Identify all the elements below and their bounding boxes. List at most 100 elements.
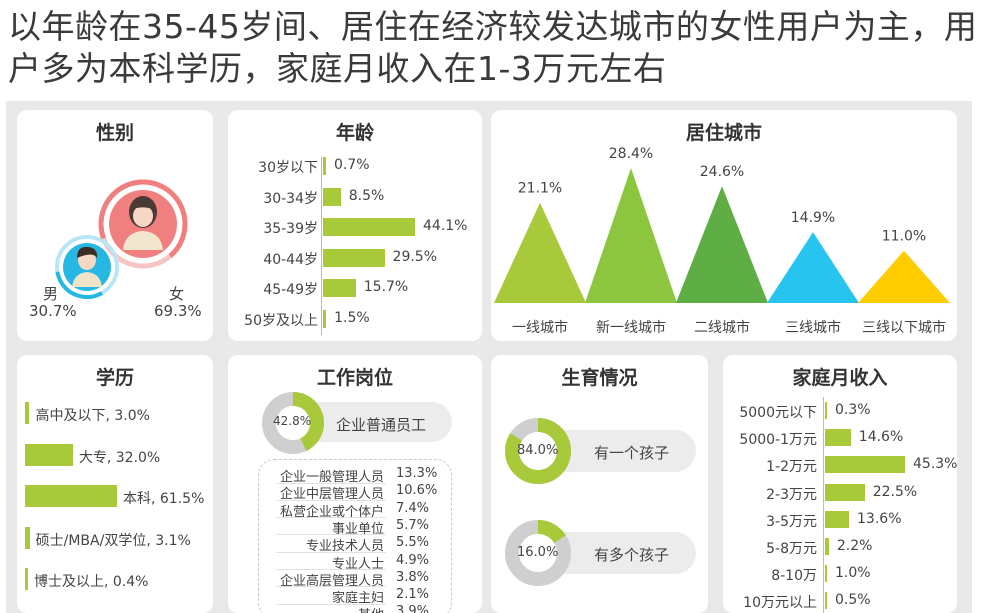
income-bar bbox=[825, 592, 827, 610]
children-label: 有一个孩子 bbox=[594, 444, 670, 462]
income-label: 5000-1万元 bbox=[739, 432, 817, 449]
education-label: 大专, 32.0% bbox=[78, 449, 161, 466]
children-title: 生育情况 bbox=[561, 367, 638, 389]
age-bar bbox=[323, 309, 327, 328]
income-bar bbox=[825, 538, 829, 555]
age-label: 35-39岁 bbox=[263, 221, 318, 237]
income-value: 45.3% bbox=[913, 456, 958, 473]
education-bar bbox=[25, 443, 73, 466]
income-value: 22.5% bbox=[872, 483, 918, 500]
age-bar bbox=[323, 279, 356, 297]
female-value: 69.3% bbox=[154, 302, 202, 320]
income-bar bbox=[825, 456, 905, 474]
city-label: 二线城市 bbox=[694, 319, 750, 336]
age-label: 40-44岁 bbox=[263, 251, 318, 268]
income-axis bbox=[823, 397, 824, 613]
income-label: 2-3万元 bbox=[766, 486, 817, 503]
age-value: 1.5% bbox=[334, 309, 370, 326]
income-bar bbox=[825, 402, 827, 419]
page-headline: 以年龄在35-45岁间、居住在经济较发达城市的女性用户为主，用户多为本科学历，家… bbox=[8, 7, 978, 88]
education-card: 学历 高中及以下, 3.0% 大专, 32.0% 本科, 61.5% 硕士/MBA/双… bbox=[17, 355, 213, 613]
city-triangle bbox=[494, 202, 586, 303]
job-row-divider bbox=[276, 603, 386, 605]
children-label: 有多个孩子 bbox=[594, 546, 670, 564]
city-title: 居住城市 bbox=[685, 122, 762, 144]
infographic-panel: 性别 男 30.7% 女 69.3% 年龄 bbox=[6, 101, 972, 613]
age-value: 44.1% bbox=[423, 218, 468, 234]
job-title: 工作岗位 bbox=[316, 367, 393, 389]
female-label: 女 bbox=[169, 285, 185, 303]
education-label: 硕士/MBA/双学位, 3.1% bbox=[35, 532, 191, 549]
income-value: 0.5% bbox=[835, 592, 871, 609]
income-bar bbox=[825, 565, 827, 583]
children-donut-hole bbox=[519, 534, 557, 572]
income-label: 5000元以下 bbox=[739, 405, 817, 421]
job-row-label: 私营企业或个体户 bbox=[279, 504, 384, 520]
education-label: 本科, 61.5% bbox=[123, 491, 205, 507]
job-main-value: 42.8% bbox=[273, 414, 312, 428]
job-row-divider bbox=[276, 499, 386, 501]
job-row-value: 5.7% bbox=[396, 517, 430, 533]
job-row-divider bbox=[276, 569, 386, 570]
job-row-value: 13.3% bbox=[396, 466, 438, 481]
age-bar bbox=[323, 218, 415, 236]
children-donut-arc bbox=[505, 520, 571, 586]
job-row-label: 企业一般管理人员 bbox=[279, 470, 384, 485]
city-label: 三线城市 bbox=[785, 319, 841, 336]
education-label: 博士及以上, 0.4% bbox=[34, 574, 149, 590]
city-value: 11.0% bbox=[882, 229, 926, 245]
city-triangle bbox=[585, 168, 677, 303]
age-label: 30-34岁 bbox=[263, 190, 318, 207]
income-label: 10万元以上 bbox=[743, 595, 817, 612]
income-bar bbox=[825, 510, 850, 528]
income-value: 0.3% bbox=[835, 402, 871, 418]
children-card: 生育情况 84.0% 有一个孩子 16.0% 有多个孩子 bbox=[491, 355, 708, 613]
city-value: 14.9% bbox=[791, 210, 835, 226]
children-value: 84.0% bbox=[517, 443, 559, 458]
job-row-label: 家庭主妇 bbox=[331, 591, 384, 607]
income-value: 14.6% bbox=[858, 429, 904, 446]
city-value: 28.4% bbox=[609, 146, 653, 162]
education-title: 学历 bbox=[95, 367, 134, 389]
job-row-value: 3.8% bbox=[396, 569, 430, 585]
children-value: 16.0% bbox=[517, 545, 559, 560]
job-row-value: 10.6% bbox=[396, 483, 438, 499]
job-main-donut bbox=[262, 392, 324, 454]
female-icon bbox=[123, 196, 163, 250]
job-row-divider bbox=[276, 534, 386, 536]
income-title: 家庭月收入 bbox=[792, 367, 888, 389]
gender-card: 性别 男 30.7% 女 69.3% bbox=[17, 110, 213, 341]
education-bar bbox=[25, 485, 117, 507]
job-row-label: 其他 bbox=[358, 604, 384, 613]
age-value: 0.7% bbox=[334, 157, 370, 173]
income-bar bbox=[825, 483, 865, 501]
age-bar bbox=[323, 248, 385, 267]
education-bar bbox=[25, 526, 30, 549]
income-bar bbox=[825, 429, 851, 447]
age-title: 年龄 bbox=[335, 122, 374, 144]
city-triangle bbox=[858, 250, 950, 303]
job-list-frame bbox=[258, 459, 452, 613]
age-card: 年龄 30岁以下 0.7% 30-34岁 8.5% 35-39岁 44.1% 40-44岁 2… bbox=[228, 110, 482, 341]
age-label: 45-49岁 bbox=[263, 282, 318, 298]
city-value: 24.6% bbox=[700, 164, 744, 180]
education-bar bbox=[25, 402, 30, 424]
city-card: 居住城市 21.1% 一线城市 28.4% 新一线城市 24.6% 二线城市 14.9% 三线… bbox=[491, 110, 957, 341]
age-value: 29.5% bbox=[392, 248, 438, 265]
income-label: 5-8万元 bbox=[766, 541, 817, 557]
job-row-value: 2.1% bbox=[396, 587, 430, 603]
job-row-value: 4.9% bbox=[396, 552, 430, 568]
income-label: 3-5万元 bbox=[766, 513, 817, 530]
job-row-divider bbox=[276, 551, 386, 553]
age-axis bbox=[321, 157, 322, 335]
age-label: 50岁及以上 bbox=[244, 312, 318, 329]
income-label: 8-10万 bbox=[771, 568, 817, 585]
job-row-value: 7.4% bbox=[396, 500, 430, 516]
city-triangle bbox=[767, 232, 859, 303]
gender-chart bbox=[55, 179, 188, 299]
job-main-arc bbox=[262, 392, 324, 454]
city-label: 新一线城市 bbox=[596, 319, 666, 336]
job-row-value: 5.5% bbox=[396, 535, 430, 551]
job-main-label: 企业普通员工 bbox=[336, 416, 427, 434]
age-bar bbox=[323, 187, 341, 206]
